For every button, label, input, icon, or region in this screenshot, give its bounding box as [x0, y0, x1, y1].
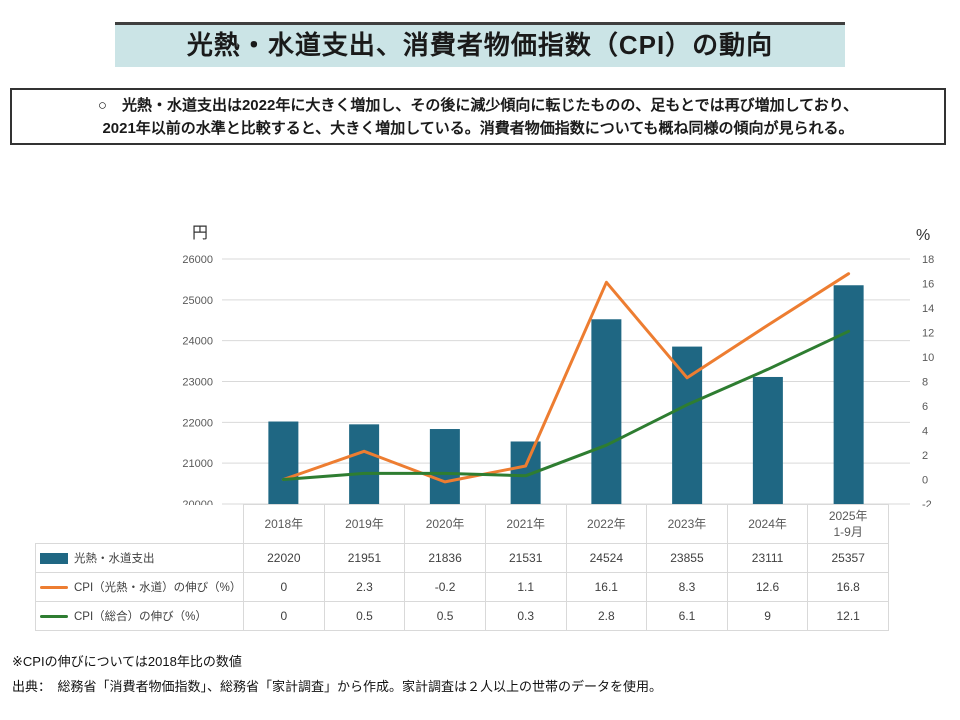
legend-label: CPI（総合）の伸び（%） — [74, 611, 207, 623]
y2-axis-tick-label: 10 — [922, 352, 934, 364]
y-axis-tick-label: 24000 — [182, 336, 213, 348]
y2-axis-tick-label: 6 — [922, 401, 928, 413]
value-cell: 21531 — [484, 543, 567, 573]
utility-expense-bar — [591, 319, 622, 504]
value-cell: 23855 — [646, 543, 728, 573]
value-cell: 9 — [726, 601, 809, 631]
utility-expense-row: 光熱・水道支出 22020 21951 21836 21531 24524 23855 231… — [35, 543, 889, 573]
cpi-overall-line — [281, 329, 851, 481]
data-table: 2018年 2019年 2020年 2021年 2022年 2023年 2024年 2025年… — [35, 504, 889, 631]
line-legend-swatch-icon — [40, 614, 68, 618]
y2-axis-tick-label: 12 — [922, 328, 934, 340]
value-cell: 22020 — [243, 543, 325, 573]
year-header-cell: 2020年 — [404, 504, 486, 544]
utility-expense-bar — [429, 429, 460, 504]
value-cell: 0.3 — [484, 601, 567, 631]
legend-cell: 光熱・水道支出 — [35, 543, 244, 573]
year-header-cell: 2018年 — [243, 504, 325, 544]
value-cell: 21951 — [323, 543, 406, 573]
year-header-cell: 2021年 — [484, 504, 567, 544]
table-corner-cell — [35, 504, 244, 544]
line-legend-swatch-icon — [40, 585, 68, 589]
value-cell: 16.1 — [565, 572, 648, 602]
cpi-utility-line — [281, 272, 851, 484]
y2-axis-tick-label: 2 — [922, 450, 928, 462]
bar-legend-swatch-icon — [40, 552, 68, 564]
summary-line-2: 2021年以前の水準と比較すると、大きく増加している。消費者物価指数についても概… — [102, 120, 854, 137]
y2-axis-tick-label: 0 — [922, 475, 928, 487]
value-cell: 2.8 — [565, 601, 648, 631]
summary-box: ○ 光熱・水道支出は2022年に大きく増加し、その後に減少傾向に転じたものの、足… — [10, 88, 946, 145]
y-axis-tick-label: 26000 — [182, 254, 213, 266]
y-axis-tick-label: 20000 — [182, 499, 213, 507]
y-axis-tick-label: 22000 — [182, 417, 213, 429]
year-header-cell: 2024年 — [726, 504, 809, 544]
value-cell: 23111 — [726, 543, 809, 573]
value-cell: 12.1 — [807, 601, 889, 631]
value-cell: -0.2 — [404, 572, 486, 602]
utility-expense-bar — [752, 376, 783, 504]
combo-chart: 20000 21000 22000 23000 24000 25000 26000 -2 0 2 4… — [182, 225, 934, 507]
page-title: 光熱・水道支出、消費者物価指数（CPI）の動向 — [115, 22, 845, 67]
value-cell: 6.1 — [646, 601, 728, 631]
legend-label: 光熱・水道支出 — [74, 553, 155, 565]
y-axis-tick-label: 23000 — [182, 377, 213, 389]
value-cell: 8.3 — [646, 572, 728, 602]
left-axis-unit-label: 円 — [192, 225, 208, 242]
footnote-note: ※CPIの伸びについては2018年比の数値 — [12, 654, 242, 669]
y2-axis-tick-label: -2 — [922, 499, 932, 507]
value-cell: 0.5 — [323, 601, 406, 631]
utility-expense-bar — [349, 424, 380, 504]
y2-axis-tick-label: 16 — [922, 279, 934, 291]
value-cell: 16.8 — [807, 572, 889, 602]
utility-expense-bar — [833, 285, 864, 504]
value-cell: 0 — [243, 572, 325, 602]
value-cell: 21836 — [404, 543, 486, 573]
y2-axis-tick-label: 18 — [922, 254, 934, 266]
page-title-text: 光熱・水道支出、消費者物価指数（CPI）の動向 — [186, 30, 774, 60]
summary-line-1: ○ 光熱・水道支出は2022年に大きく増加し、その後に減少傾向に転じたものの、足… — [97, 97, 859, 114]
value-cell: 24524 — [565, 543, 648, 573]
cpi-utility-row: CPI（光熱・水道）の伸び（%） 0 2.3 -0.2 1.1 16.1 8.3 12.6 16… — [35, 572, 889, 602]
year-header-cell: 2025年 1-9月 — [807, 504, 889, 544]
right-axis-unit-label: % — [916, 227, 930, 244]
footnote-source: 出典： 総務省「消費者物価指数」、総務省「家計調査」から作成。家計調査は２人以上… — [12, 679, 663, 694]
legend-cell: CPI（総合）の伸び（%） — [35, 601, 244, 631]
legend-label: CPI（光熱・水道）の伸び（%） — [74, 582, 242, 594]
value-cell: 12.6 — [726, 572, 809, 602]
y-axis-tick-label: 25000 — [182, 295, 213, 307]
legend-cell: CPI（光熱・水道）の伸び（%） — [35, 572, 244, 602]
y2-axis-tick-label: 14 — [922, 303, 934, 315]
year-header-cell: 2022年 — [565, 504, 648, 544]
value-cell: 0.5 — [404, 601, 486, 631]
y-axis-tick-label: 21000 — [182, 458, 213, 470]
utility-expense-bar — [268, 421, 299, 504]
year-header-cell: 2023年 — [646, 504, 728, 544]
value-cell: 1.1 — [484, 572, 567, 602]
y2-axis-tick-label: 8 — [922, 377, 928, 389]
y2-axis-tick-label: 4 — [922, 426, 928, 438]
value-cell: 0 — [243, 601, 325, 631]
value-cell: 25357 — [807, 543, 889, 573]
value-cell: 2.3 — [323, 572, 406, 602]
cpi-overall-row: CPI（総合）の伸び（%） 0 0.5 0.5 0.3 2.8 6.1 9 12.1 — [35, 601, 889, 631]
year-header-cell: 2019年 — [323, 504, 406, 544]
